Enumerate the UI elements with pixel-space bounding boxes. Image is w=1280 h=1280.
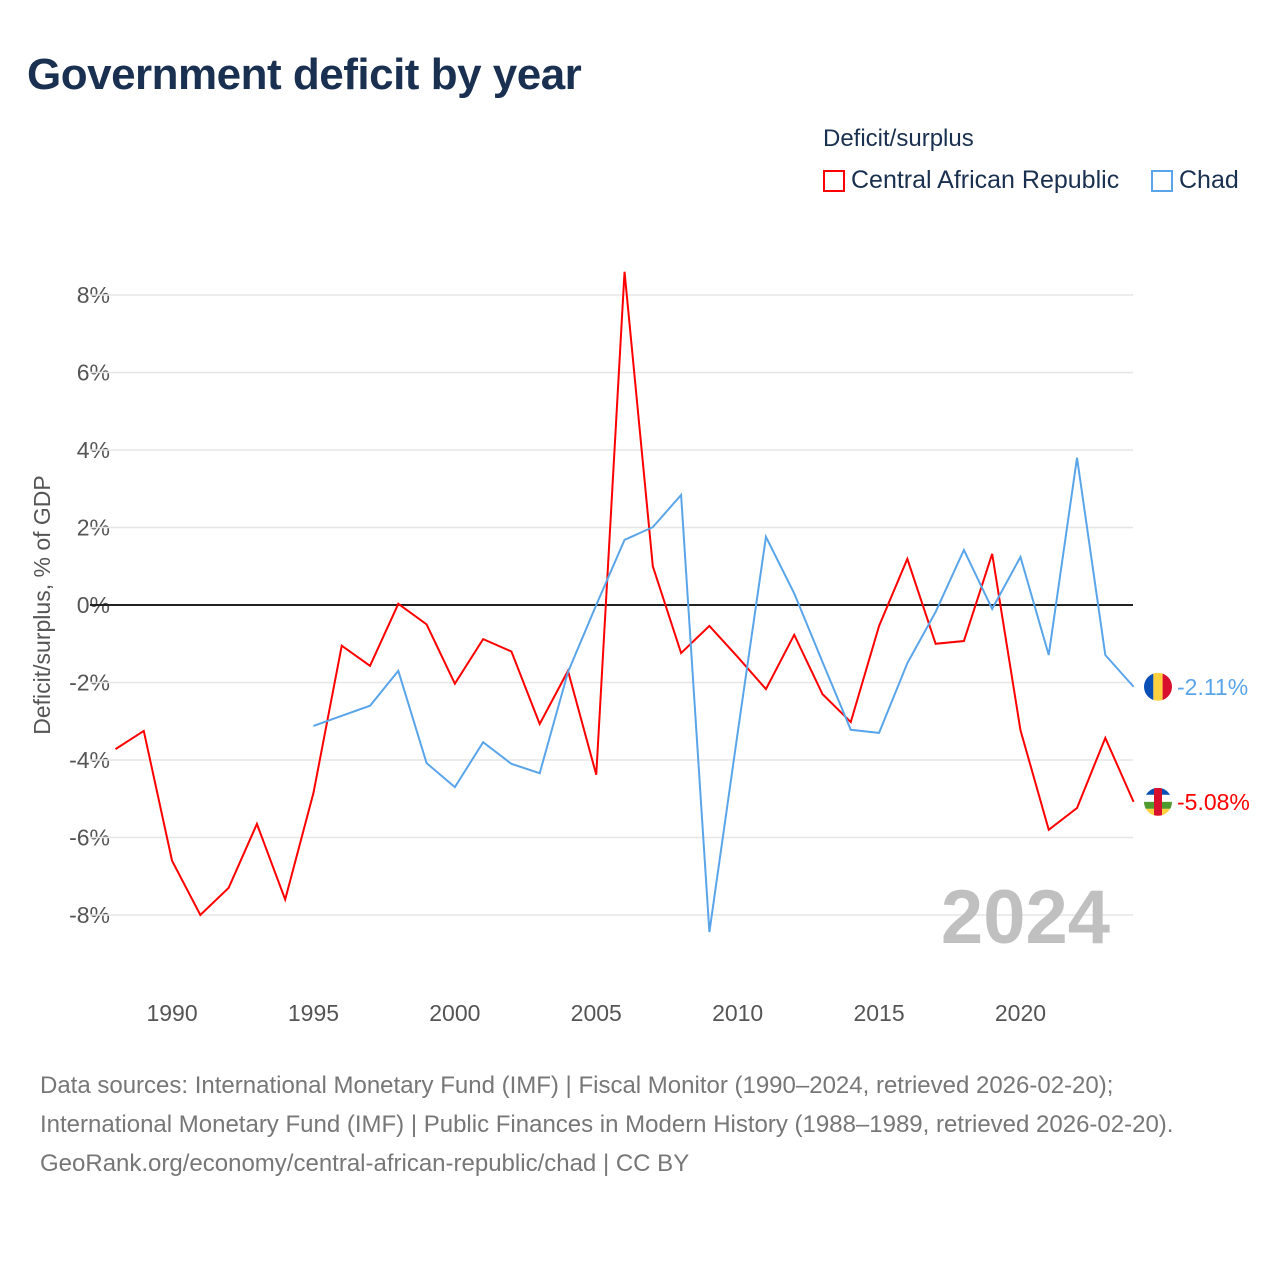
legend-label: Central African Republic — [851, 166, 1120, 194]
data-sources: Data sources: International Monetary Fun… — [40, 1072, 1174, 1138]
legend-swatch — [1151, 169, 1173, 192]
x-tick-label: 2000 — [429, 1000, 480, 1026]
chart: 20202015201020052000199519908%6%4%2%0%-2… — [29, 271, 1250, 1026]
car-flag-icon — [1144, 787, 1172, 816]
legend-item-chad[interactable]: Chad — [1151, 166, 1239, 195]
x-tick-label: 1990 — [146, 1000, 197, 1026]
y-axis-label: Deficit/surplus, % of GDP — [29, 475, 55, 734]
page-title: Government deficit by year — [27, 50, 582, 99]
x-tick-label: 1995 — [288, 1000, 339, 1026]
legend-label: Chad — [1179, 166, 1239, 194]
x-tick-label: 2010 — [712, 1000, 763, 1026]
legend-title: Deficit/surplus — [823, 125, 974, 152]
series-line-chad — [313, 457, 1135, 933]
end-value-label: -2.11% — [1177, 674, 1248, 700]
x-tick-label: 2015 — [853, 1000, 904, 1026]
series-line-car — [114, 271, 1135, 917]
legend-swatch — [823, 169, 845, 192]
legend-item-car[interactable]: Central African Republic — [823, 166, 1119, 195]
chad-flag-icon — [1144, 672, 1172, 701]
year-watermark: 2024 — [941, 875, 1110, 960]
source-link[interactable]: GeoRank.org/economy/central-african-repu… — [40, 1150, 690, 1177]
end-value-label: -5.08% — [1177, 789, 1250, 815]
x-tick-label: 2005 — [571, 1000, 622, 1026]
footer: Data sources: International Monetary Fun… — [40, 1066, 1240, 1183]
x-tick-label: 2020 — [995, 1000, 1046, 1026]
